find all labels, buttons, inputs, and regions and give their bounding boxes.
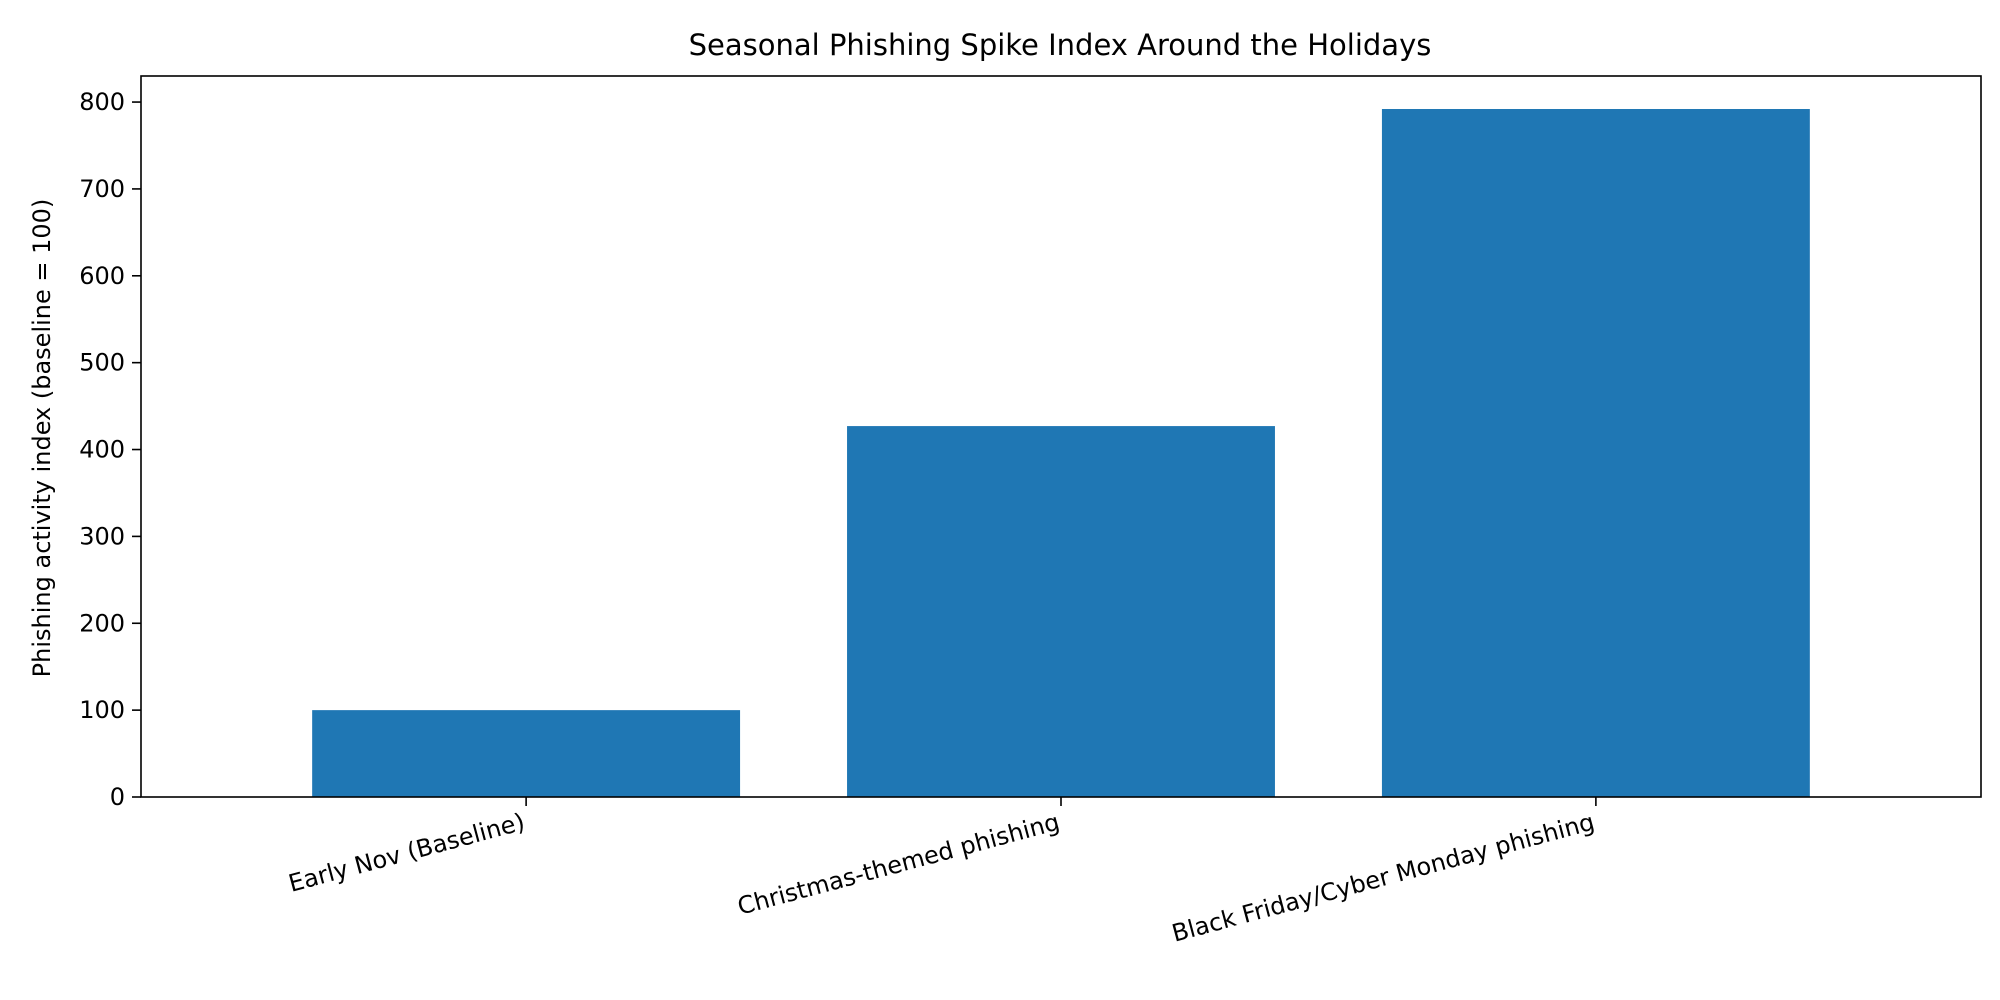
- x-tick-label-1: Christmas-themed phishing: [735, 808, 1063, 921]
- y-tick-label-4: 400: [79, 436, 125, 464]
- bar-0: [312, 710, 741, 797]
- y-tick-label-1: 100: [79, 696, 125, 724]
- y-tick-label-3: 300: [79, 522, 125, 550]
- bar-1: [847, 426, 1275, 797]
- plot-area-frame: [140, 75, 1982, 798]
- y-tick-label-6: 600: [79, 262, 125, 290]
- y-tick-label-7: 700: [79, 175, 125, 203]
- y-tick-label-8: 800: [79, 88, 125, 116]
- x-tick-label-2: Black Friday/Cyber Monday phishing: [1169, 808, 1598, 948]
- x-axis-ticks: Early Nov (Baseline) Christmas-themed phi…: [286, 797, 1598, 948]
- y-tick-label-0: 0: [110, 783, 125, 811]
- y-tick-label-2: 200: [79, 609, 125, 637]
- bar-2: [1381, 109, 1810, 797]
- x-tick-label-0: Early Nov (Baseline): [286, 808, 528, 898]
- chart-title: Seasonal Phishing Spike Index Around the…: [689, 28, 1432, 62]
- y-tick-label-5: 500: [79, 349, 125, 377]
- bar-group: [312, 109, 1810, 797]
- y-axis-label: Phishing activity index (baseline = 100): [28, 199, 56, 678]
- y-axis-ticks: 0 100 200 300 400 500 600 700 800: [79, 88, 141, 811]
